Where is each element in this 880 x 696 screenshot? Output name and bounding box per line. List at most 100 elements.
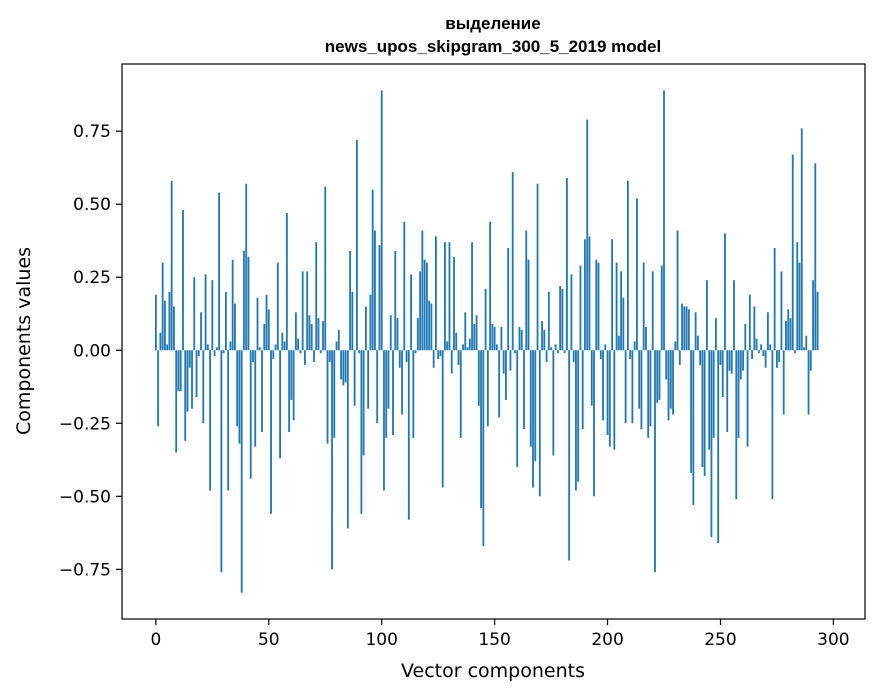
bar xyxy=(785,321,787,351)
bar xyxy=(191,350,193,409)
bar xyxy=(500,326,503,351)
bar xyxy=(299,350,302,354)
bar xyxy=(322,321,324,351)
bar xyxy=(631,350,634,424)
bar xyxy=(645,326,647,351)
x-tick-label: 300 xyxy=(817,630,849,650)
bar xyxy=(166,344,169,351)
bar xyxy=(222,350,225,354)
bar xyxy=(398,350,401,368)
bar xyxy=(520,329,523,351)
bar xyxy=(159,332,162,351)
bar xyxy=(297,338,300,351)
bar xyxy=(796,242,799,351)
bar xyxy=(647,350,650,438)
y-tick-label: 0.50 xyxy=(73,195,111,215)
bar xyxy=(475,315,478,351)
bar xyxy=(640,350,643,430)
bar xyxy=(283,341,286,351)
bar xyxy=(672,350,674,415)
bar xyxy=(389,315,392,351)
bar xyxy=(532,350,534,488)
bars-group xyxy=(154,90,819,593)
bar xyxy=(480,350,482,508)
bar xyxy=(778,350,781,362)
bar xyxy=(374,230,376,351)
bar xyxy=(760,344,763,351)
bar xyxy=(473,323,476,351)
bar xyxy=(351,291,354,351)
bar xyxy=(279,350,281,459)
bar xyxy=(572,350,575,362)
bar xyxy=(791,154,794,351)
bar xyxy=(493,326,496,351)
bar xyxy=(202,350,205,424)
bar xyxy=(392,350,394,435)
bar xyxy=(809,350,812,371)
bar xyxy=(717,350,720,544)
bar xyxy=(570,274,573,351)
bar xyxy=(735,350,738,500)
bar xyxy=(629,350,632,360)
bar xyxy=(489,221,492,351)
y-tick-label: 0.00 xyxy=(73,341,111,361)
bar xyxy=(414,350,417,354)
bar xyxy=(514,350,516,354)
bar xyxy=(477,350,480,406)
bar xyxy=(730,350,733,374)
bar xyxy=(453,256,455,351)
bar xyxy=(699,350,702,365)
bar xyxy=(626,180,629,351)
bar xyxy=(559,286,562,351)
bar xyxy=(663,90,665,351)
bar xyxy=(509,350,512,371)
bar xyxy=(337,329,340,351)
y-axis: −0.75 −0.50 −0.25 0.00 0.25 0.50 0.75 xyxy=(59,122,122,580)
bar xyxy=(306,271,309,351)
bar xyxy=(464,312,467,351)
bar xyxy=(175,350,178,453)
bar xyxy=(168,291,171,351)
x-axis-label: Vector components xyxy=(401,660,585,682)
y-axis-label: Components values xyxy=(13,247,35,435)
bar xyxy=(437,350,440,360)
bar xyxy=(814,163,817,351)
bar xyxy=(708,350,711,450)
bar xyxy=(669,350,672,409)
bar xyxy=(294,312,297,351)
bar xyxy=(281,332,284,351)
bar xyxy=(681,303,683,351)
bar xyxy=(360,350,363,514)
bar xyxy=(317,318,320,351)
bar xyxy=(441,350,444,488)
bar xyxy=(261,350,263,433)
bar xyxy=(685,306,688,351)
bar xyxy=(365,306,367,351)
bar xyxy=(267,309,270,351)
bar xyxy=(421,230,424,351)
bar xyxy=(466,347,469,351)
bar xyxy=(665,350,668,380)
bar xyxy=(649,350,652,427)
bar xyxy=(342,350,345,386)
bar xyxy=(633,341,636,351)
bar xyxy=(561,288,564,351)
bar xyxy=(541,321,543,351)
bar xyxy=(315,242,318,351)
bar xyxy=(789,318,792,351)
bar xyxy=(590,350,593,406)
bar xyxy=(482,350,485,546)
bar xyxy=(507,248,510,351)
bar xyxy=(794,350,796,354)
bar xyxy=(719,350,722,365)
bar xyxy=(324,186,327,351)
bar xyxy=(543,329,546,351)
bar xyxy=(624,350,627,424)
bar xyxy=(678,350,681,365)
bar xyxy=(412,350,415,438)
bar xyxy=(247,256,250,351)
x-axis: 0 50 100 150 200 250 300 xyxy=(150,619,850,650)
bar xyxy=(240,350,243,593)
bar xyxy=(304,350,306,365)
bar xyxy=(471,242,473,351)
